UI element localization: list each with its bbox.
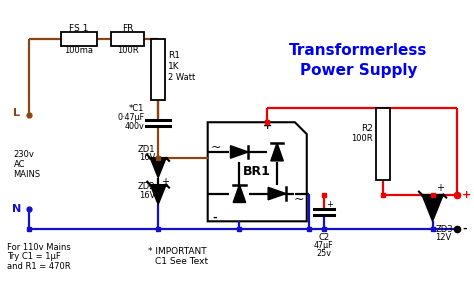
Text: L: L: [13, 108, 20, 118]
Polygon shape: [271, 143, 283, 161]
Text: -: -: [462, 224, 467, 234]
Text: ZD2: ZD2: [138, 182, 155, 191]
Text: 100ma: 100ma: [64, 46, 93, 55]
Text: MAINS: MAINS: [14, 170, 41, 179]
Text: and R1 = 470R: and R1 = 470R: [7, 262, 70, 271]
Text: 1K: 1K: [168, 62, 180, 71]
Text: -: -: [212, 212, 217, 222]
Text: +: +: [327, 200, 333, 209]
Text: 16V: 16V: [139, 191, 155, 200]
Text: ZD1: ZD1: [138, 145, 155, 155]
Bar: [376, 108, 390, 180]
Polygon shape: [422, 194, 443, 221]
Text: FR: FR: [122, 24, 133, 33]
Text: R1: R1: [168, 52, 180, 60]
Text: AC: AC: [14, 160, 25, 169]
Polygon shape: [233, 185, 246, 202]
Text: *C1: *C1: [129, 104, 144, 113]
Text: ~: ~: [293, 193, 304, 206]
Text: 0·47μF: 0·47μF: [117, 113, 144, 122]
Polygon shape: [208, 122, 307, 221]
Text: 100R: 100R: [117, 46, 138, 55]
Polygon shape: [150, 158, 166, 178]
Text: 400v: 400v: [125, 122, 144, 131]
Text: ZD3: ZD3: [436, 225, 453, 234]
Text: +: +: [263, 121, 272, 131]
Text: Transformerless: Transformerless: [289, 44, 428, 58]
Text: 2 Watt: 2 Watt: [168, 73, 195, 82]
Polygon shape: [150, 185, 166, 205]
Text: 230v: 230v: [14, 150, 35, 160]
Polygon shape: [268, 187, 286, 200]
Text: C2: C2: [318, 233, 329, 242]
Text: +: +: [462, 189, 472, 200]
Text: * IMPORTANT: * IMPORTANT: [148, 247, 207, 255]
Text: 25v: 25v: [316, 249, 331, 258]
Text: +: +: [161, 177, 169, 187]
Text: Try C1 = 1μF: Try C1 = 1μF: [7, 252, 60, 261]
Text: +: +: [436, 183, 444, 193]
Text: For 110v Mains: For 110v Mains: [7, 242, 70, 252]
Text: BR1: BR1: [243, 165, 271, 178]
Text: FS 1: FS 1: [69, 24, 89, 33]
Text: ~: ~: [210, 141, 221, 154]
Bar: [61, 32, 97, 46]
Text: R2: R2: [361, 124, 373, 133]
Polygon shape: [230, 146, 248, 158]
Text: 47μF: 47μF: [314, 241, 333, 250]
Text: C1 See Text: C1 See Text: [155, 258, 209, 266]
Text: N: N: [12, 205, 21, 214]
Text: 12V: 12V: [436, 233, 452, 242]
Bar: [151, 39, 165, 100]
Bar: [110, 32, 144, 46]
Text: 16V: 16V: [139, 153, 155, 163]
Text: 100R: 100R: [352, 133, 373, 143]
Text: Power Supply: Power Supply: [300, 63, 417, 78]
